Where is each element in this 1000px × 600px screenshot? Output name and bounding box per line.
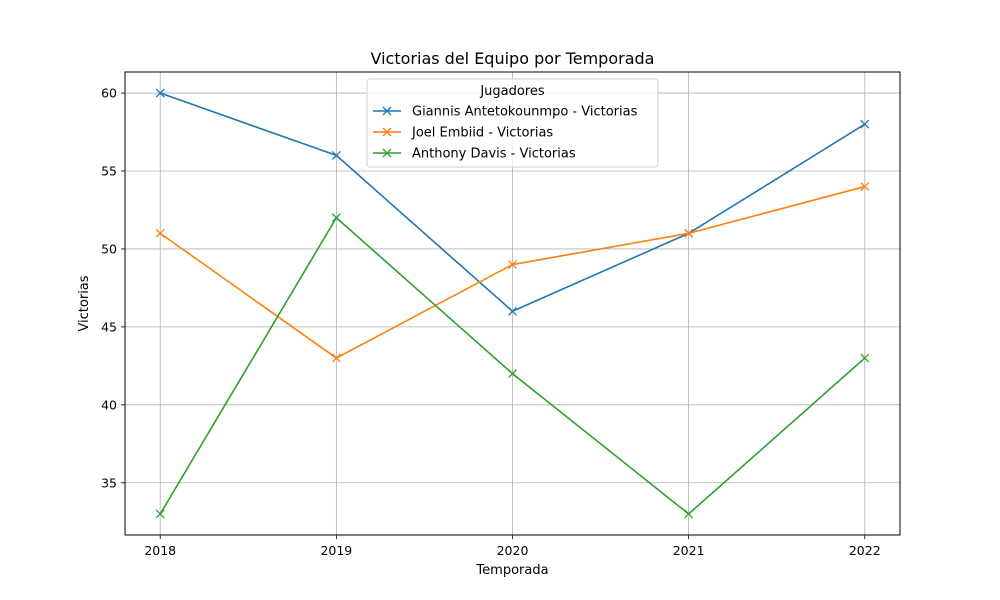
y-axis-label: Victorias	[77, 275, 92, 331]
x-tick-label: 2021	[673, 543, 705, 558]
x-axis-label: Temporada	[475, 563, 548, 578]
legend-marker-swatch	[382, 148, 392, 158]
x-tick-label: 2020	[497, 543, 529, 558]
legend-entry: Anthony Davis - Victorias	[373, 147, 576, 162]
data-point-marker	[860, 182, 870, 192]
legend-marker-swatch	[382, 106, 392, 116]
x-axis-ticks: 2018 2019 2020 2021 2022	[144, 535, 881, 558]
x-tick-label: 2019	[320, 543, 352, 558]
legend-entry: Giannis Antetokounmpo - Victorias	[373, 105, 638, 120]
y-tick-label: 45	[101, 319, 117, 334]
legend-entry: Joel Embiid - Victorias	[373, 126, 553, 141]
y-tick-label: 50	[101, 241, 117, 256]
data-point-marker	[860, 119, 870, 129]
legend-label: Anthony Davis - Victorias	[412, 147, 576, 162]
series-anthony-davis-victorias	[155, 213, 870, 519]
data-point-marker	[155, 88, 165, 98]
data-point-marker	[684, 509, 694, 519]
y-tick-label: 40	[101, 397, 117, 412]
chart-title: Victorias del Equipo por Temporada	[371, 49, 655, 68]
data-point-marker	[331, 353, 341, 363]
data-point-marker	[508, 306, 517, 316]
y-axis-ticks: 35 40 45 50 55 60	[101, 86, 125, 490]
x-tick-label: 2022	[849, 543, 881, 558]
legend-box	[366, 78, 659, 168]
data-point-marker	[508, 369, 517, 379]
y-tick-label: 55	[101, 163, 117, 178]
data-point-marker	[860, 353, 870, 363]
data-point-marker	[331, 213, 341, 223]
legend-label: Joel Embiid - Victorias	[411, 126, 553, 141]
legend-entries: Giannis Antetokounmpo - Victorias Joel Em…	[373, 105, 638, 162]
series-group	[155, 88, 870, 519]
data-point-marker	[155, 509, 165, 519]
y-tick-label: 60	[101, 86, 117, 101]
legend-label: Giannis Antetokounmpo - Victorias	[412, 105, 638, 120]
data-point-marker	[155, 228, 165, 238]
legend-marker-swatch	[382, 127, 392, 137]
x-tick-label: 2018	[144, 543, 176, 558]
data-point-marker	[684, 228, 694, 238]
y-tick-label: 35	[101, 475, 117, 490]
legend: Jugadores Giannis Antetokounmpo - Victor…	[366, 78, 659, 168]
legend-title: Jugadores	[479, 84, 545, 99]
data-point-marker	[331, 150, 341, 160]
data-point-marker	[508, 260, 517, 269]
